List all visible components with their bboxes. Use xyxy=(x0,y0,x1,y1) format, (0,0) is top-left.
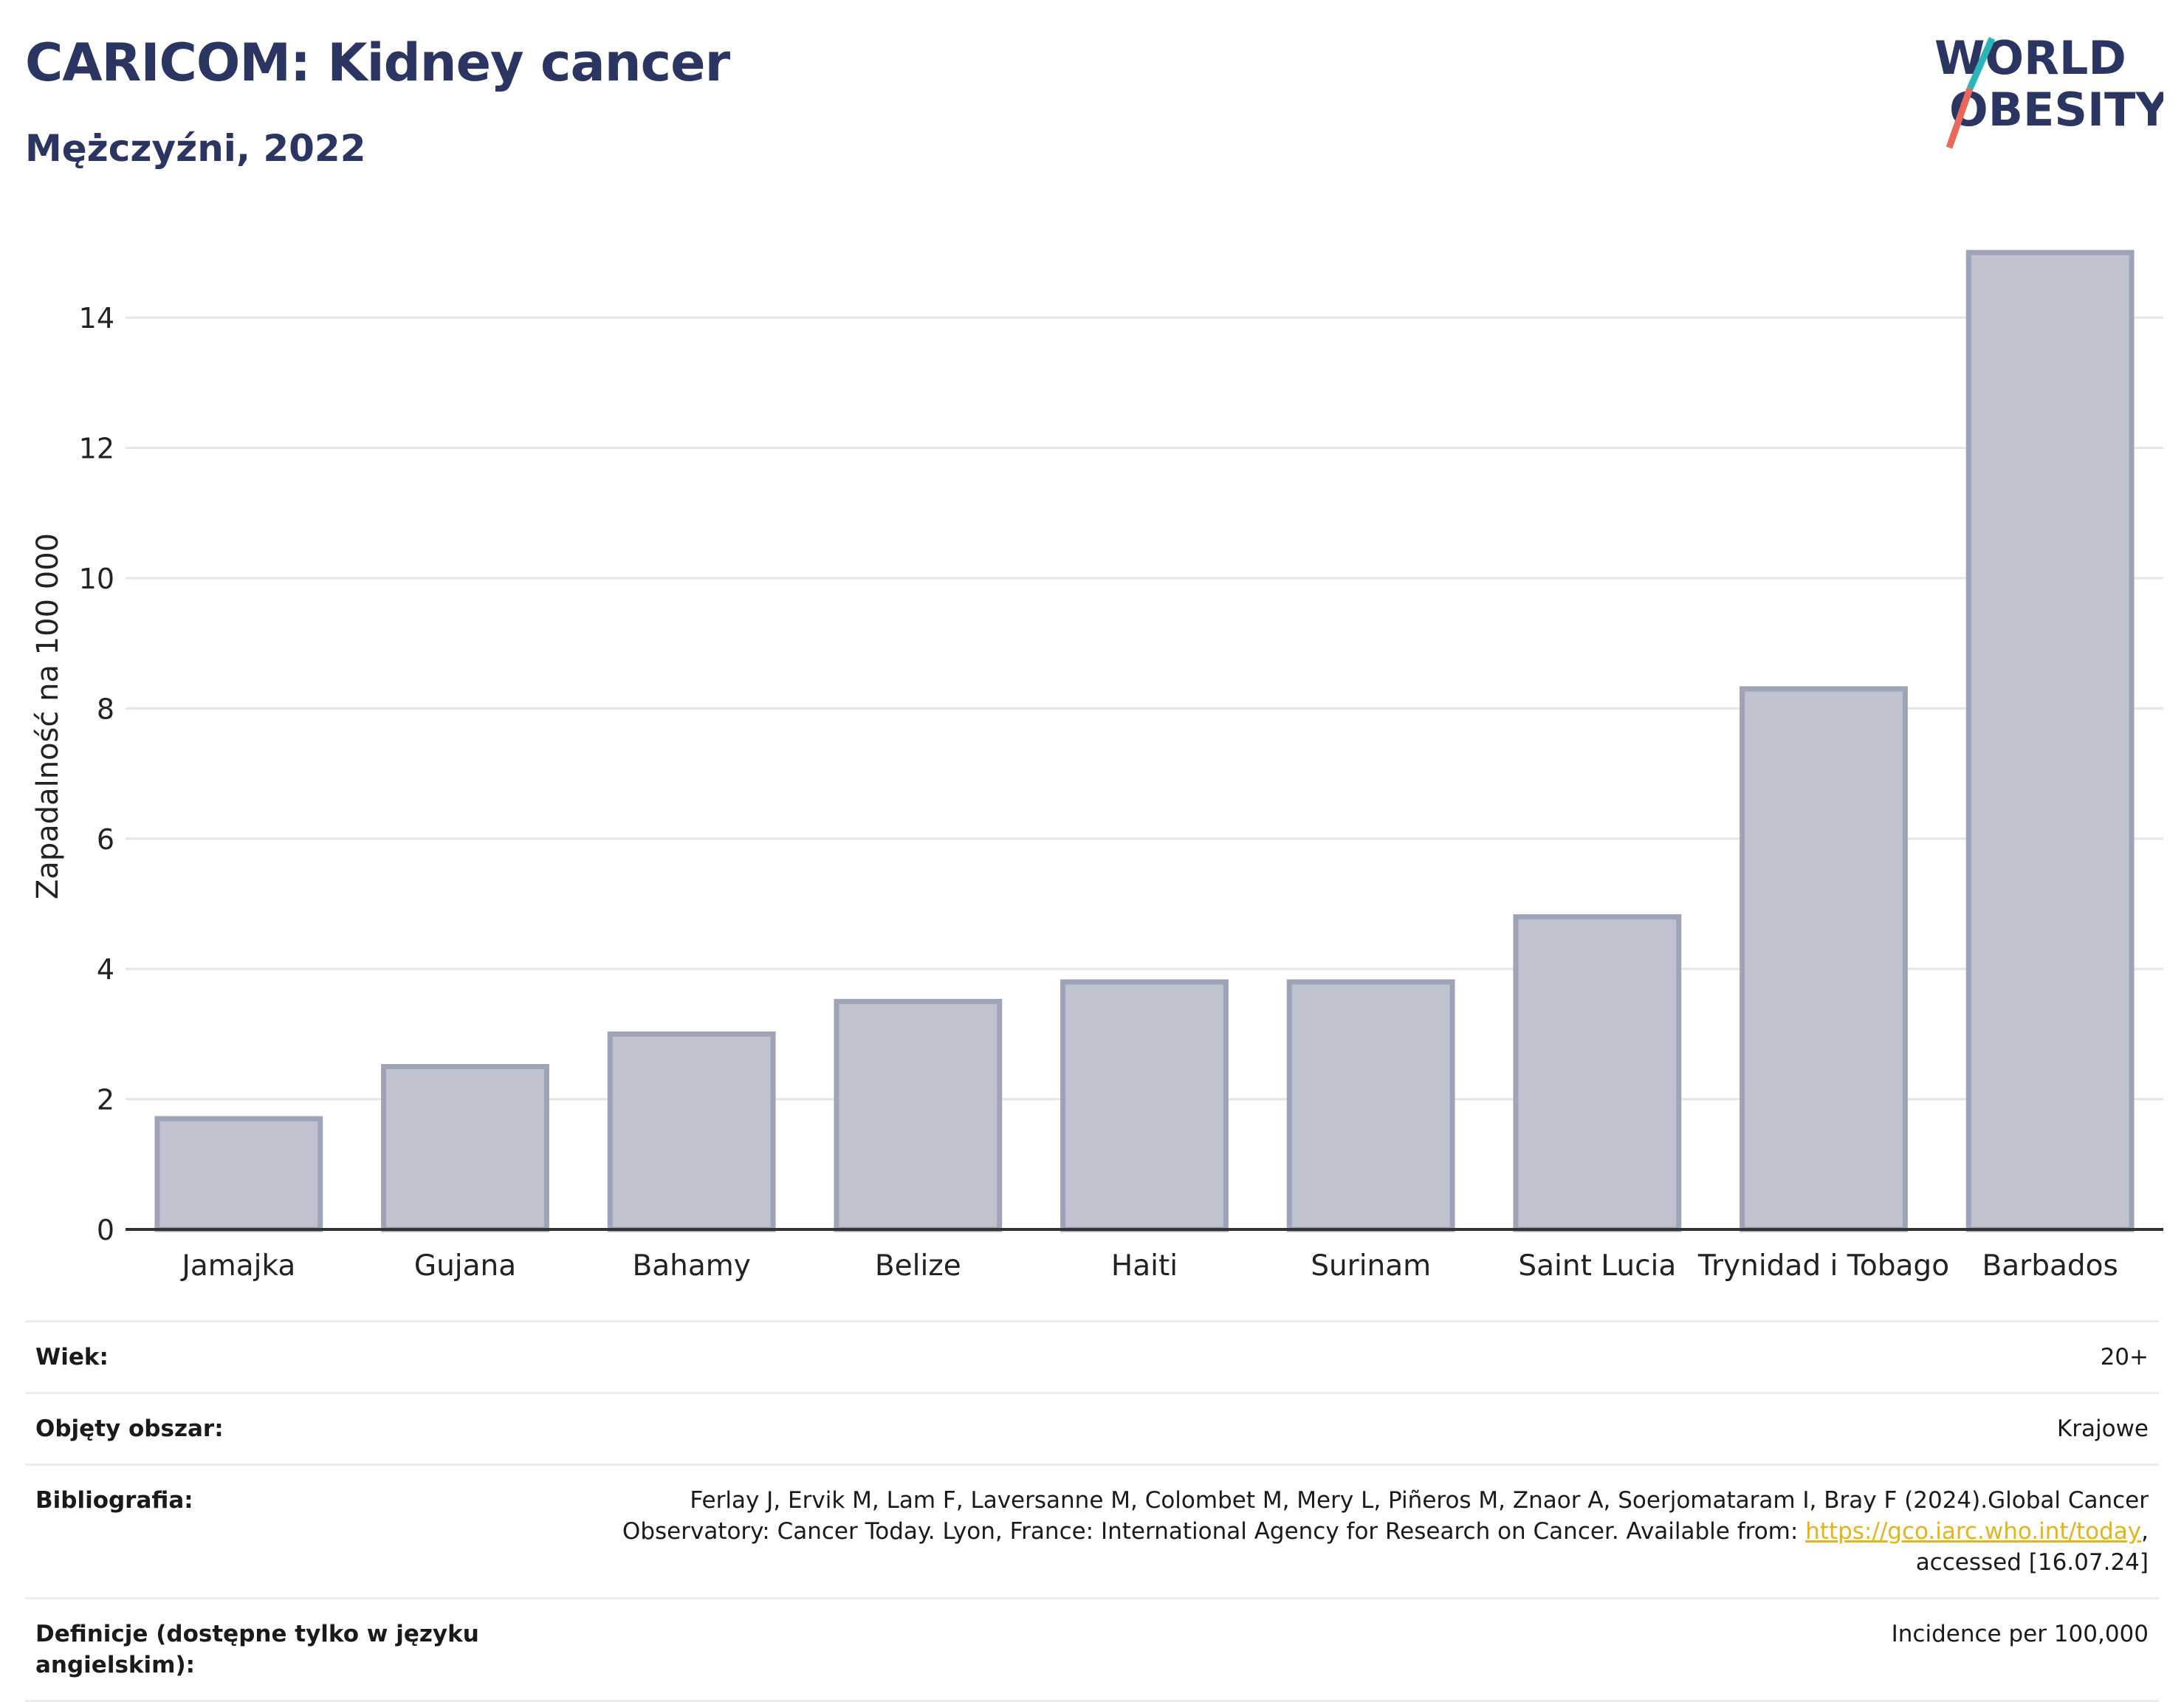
bar-jamajka[interactable] xyxy=(154,1116,323,1232)
bar-gujana[interactable] xyxy=(381,1064,549,1232)
meta-value: Incidence per 100,000 xyxy=(1891,1621,2149,1647)
meta-label: Objęty obszar: xyxy=(35,1416,224,1442)
x-tick-label: Gujana xyxy=(414,1249,516,1283)
y-tick-label: 4 xyxy=(97,953,114,986)
y-tick-label: 2 xyxy=(97,1084,114,1116)
source-link[interactable]: https://gco.iarc.who.int/today xyxy=(1805,1518,2142,1545)
bar-saint-lucia[interactable] xyxy=(1513,914,1682,1232)
y-tick-label: 12 xyxy=(79,433,114,465)
logo-line2: OBESITY xyxy=(1949,83,2163,137)
bar-chart: 0 2 4 6 8 10 12 14 Jamajka Gujana Bahamy Belize Hait… xyxy=(31,250,2163,1283)
y-tick-label: 0 xyxy=(97,1214,114,1246)
meta-row-area: Objęty obszar: Krajowe xyxy=(25,1392,2159,1463)
meta-label: Definicje (dostępne tylko w języku angie… xyxy=(35,1621,479,1678)
meta-label: Bibliografia: xyxy=(35,1487,193,1514)
x-tick-label: Trynidad i Tobago xyxy=(1697,1249,1949,1283)
y-tick-label: 8 xyxy=(97,693,114,725)
meta-row-definitions: Definicje (dostępne tylko w języku angie… xyxy=(25,1597,2159,1702)
meta-label: Wiek: xyxy=(35,1344,109,1370)
x-tick-label: Bahamy xyxy=(632,1249,750,1283)
world-obesity-logo: WORLD OBESITY xyxy=(1934,31,2163,149)
axes: 0 2 4 6 8 10 12 14 Jamajka Gujana Bahamy Belize Hait… xyxy=(79,302,2163,1283)
x-tick-label: Surinam xyxy=(1311,1249,1431,1283)
logo-coral-slash xyxy=(1946,87,1974,149)
y-tick-label: 14 xyxy=(79,302,114,334)
metadata-table: Wiek: 20+ Objęty obszar: Krajowe Bibliog… xyxy=(25,1320,2159,1702)
bar-bahamy[interactable] xyxy=(607,1031,776,1232)
x-tick-label: Jamajka xyxy=(179,1249,295,1283)
meta-value: Krajowe xyxy=(2056,1416,2149,1442)
chart-subtitle: Mężczyźni, 2022 xyxy=(25,127,366,170)
bar-barbados[interactable] xyxy=(1965,250,2135,1232)
x-tick-label: Barbados xyxy=(1982,1249,2118,1283)
meta-value: Ferlay J, Ervik M, Lam F, Laversanne M, … xyxy=(598,1485,2149,1578)
y-tick-label: 6 xyxy=(97,823,114,856)
meta-value: 20+ xyxy=(2100,1344,2149,1370)
y-tick-label: 10 xyxy=(79,563,114,595)
meta-row-age: Wiek: 20+ xyxy=(25,1320,2159,1392)
bibliography-accessed: , accessed [16.07.24] xyxy=(1915,1518,2149,1576)
meta-row-bibliography: Bibliografia: Ferlay J, Ervik M, Lam F, … xyxy=(25,1463,2159,1597)
logo-teal-slash xyxy=(1966,37,1996,90)
chart-title: CARICOM: Kidney cancer xyxy=(25,32,730,93)
bars xyxy=(154,250,2135,1232)
bar-belize[interactable] xyxy=(834,998,1003,1232)
bar-surinam[interactable] xyxy=(1286,979,1455,1232)
bibliography-text: Ferlay J, Ervik M, Lam F, Laversanne M, … xyxy=(622,1487,2149,1545)
bar-trynidad-i-tobago[interactable] xyxy=(1740,686,1908,1232)
x-tick-label: Haiti xyxy=(1111,1249,1178,1283)
x-tick-label: Belize xyxy=(875,1249,961,1283)
x-tick-label: Saint Lucia xyxy=(1518,1249,1676,1283)
y-axis-label: Zapadalność na 100 000 xyxy=(31,533,65,899)
bar-haiti[interactable] xyxy=(1060,979,1229,1232)
logo-line1: WORLD xyxy=(1934,31,2126,85)
